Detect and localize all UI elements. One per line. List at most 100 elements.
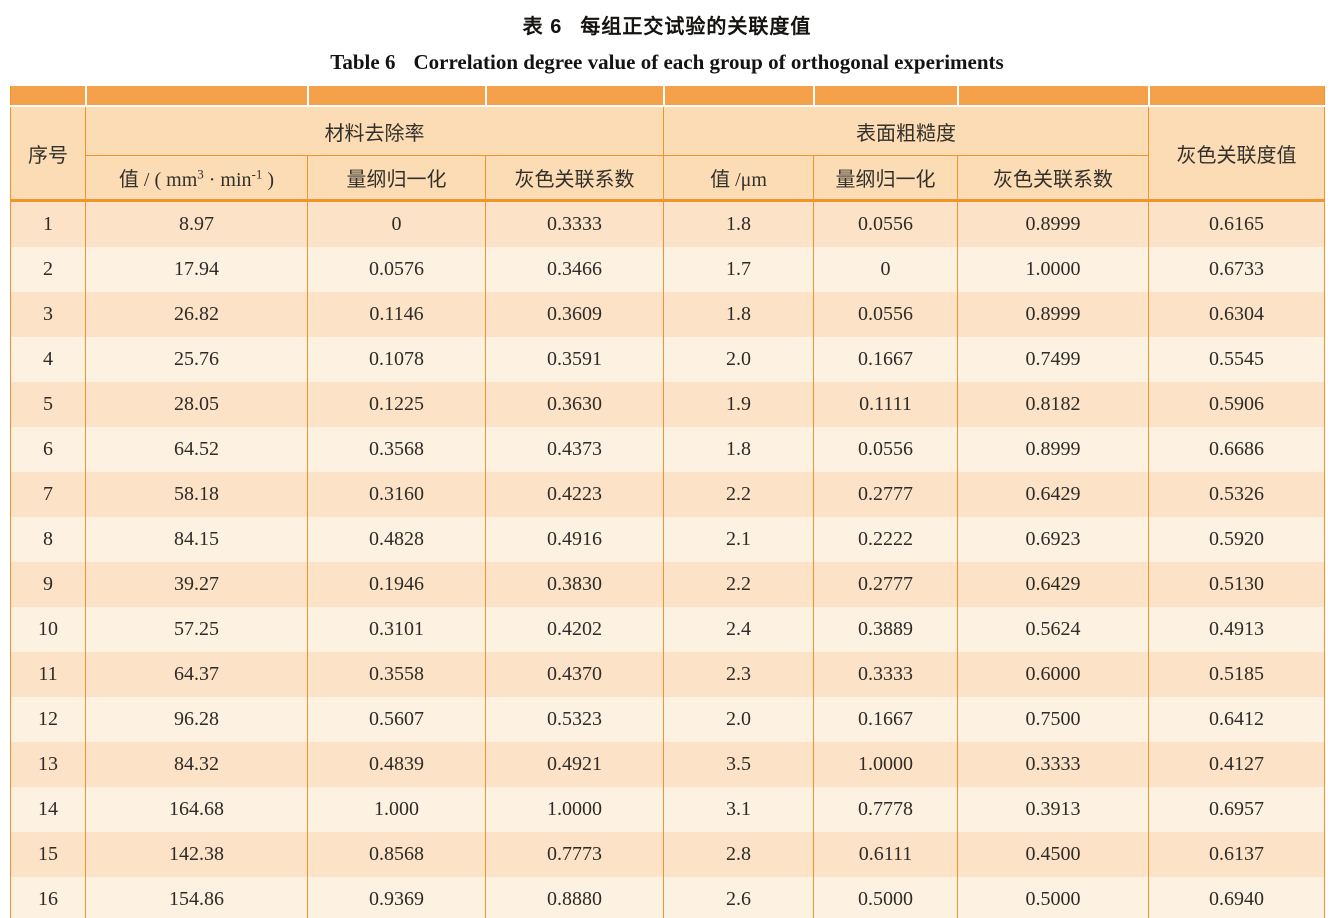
table-cell: 1.000 (307, 787, 486, 832)
table-row: 12 96.28 0.5607 0.5323 2.0 0.1667 0.7500 0.6412 (10, 697, 1325, 742)
table-row: 6 64.52 0.3568 0.4373 1.8 0.0556 0.8999 0.6686 (10, 427, 1325, 472)
table-cell: 3.5 (663, 742, 814, 787)
table-cell: 0.4921 (485, 742, 664, 787)
table-cell: 0.3558 (307, 652, 486, 697)
table-cell: 0.6137 (1148, 832, 1325, 877)
row-index-cell: 13 (10, 742, 86, 787)
table-row: 13 84.32 0.4839 0.4921 3.5 1.0000 0.3333 0.4127 (10, 742, 1325, 787)
table-cell: 2.0 (663, 697, 814, 742)
table-cell: 1.0000 (485, 787, 664, 832)
band-segment (813, 86, 959, 107)
table-cell: 84.15 (85, 517, 308, 562)
table-cell: 0.4500 (957, 832, 1149, 877)
band-segment (485, 86, 665, 107)
table-cell: 0.4127 (1148, 742, 1325, 787)
table-cell: 2.2 (663, 472, 814, 517)
header-row-groups: 序号 材料去除率 表面粗糙度 灰色关联度值 (10, 105, 1325, 202)
table-cell: 0.6429 (957, 562, 1149, 607)
table-title-en-label: Table 6 (330, 50, 396, 74)
row-index-cell: 7 (10, 472, 86, 517)
table-cell: 0.3830 (485, 562, 664, 607)
table-cell: 0.6940 (1148, 877, 1325, 918)
table-cell: 0.6686 (1148, 427, 1325, 472)
table-cell: 0.5185 (1148, 652, 1325, 697)
table-cell: 0.5920 (1148, 517, 1325, 562)
table-cell: 0.8999 (957, 200, 1149, 247)
table-cell: 25.76 (85, 337, 308, 382)
row-index-cell: 15 (10, 832, 86, 877)
table-cell: 0.0556 (813, 200, 958, 247)
table-cell: 0.3466 (485, 247, 664, 292)
table-cell: 1.0000 (813, 742, 958, 787)
table-cell: 0.7773 (485, 832, 664, 877)
table-cell: 142.38 (85, 832, 308, 877)
table-row: 9 39.27 0.1946 0.3830 2.2 0.2777 0.6429 0.5130 (10, 562, 1325, 607)
table-cell: 0 (307, 200, 486, 247)
table-cell: 2.4 (663, 607, 814, 652)
table-cell: 0.6000 (957, 652, 1149, 697)
table-cell: 2.1 (663, 517, 814, 562)
table-cell: 0.3101 (307, 607, 486, 652)
top-accent-band (10, 86, 1325, 107)
table-cell: 0.6429 (957, 472, 1149, 517)
table-cell: 154.86 (85, 877, 308, 918)
header-ra-normalized: 量纲归一化 (813, 155, 958, 202)
table-cell: 1.8 (663, 200, 814, 247)
table-cell: 0.5607 (307, 697, 486, 742)
table-cell: 0.7499 (957, 337, 1149, 382)
band-segment (307, 86, 487, 107)
table-cell: 0.5323 (485, 697, 664, 742)
table-cell: 0.1946 (307, 562, 486, 607)
table-cell: 0.4828 (307, 517, 486, 562)
row-index-cell: 8 (10, 517, 86, 562)
table-cell: 0.6304 (1148, 292, 1325, 337)
table-cell: 64.37 (85, 652, 308, 697)
row-index-cell: 2 (10, 247, 86, 292)
row-index-cell: 6 (10, 427, 86, 472)
row-index-cell: 1 (10, 200, 86, 247)
header-ra-grey-coefficient: 灰色关联系数 (957, 155, 1149, 202)
table-cell: 0.0556 (813, 427, 958, 472)
band-segment (10, 86, 87, 107)
row-index-cell: 5 (10, 382, 86, 427)
row-index-cell: 12 (10, 697, 86, 742)
table-cell: 0.6923 (957, 517, 1149, 562)
table-row: 14 164.68 1.000 1.0000 3.1 0.7778 0.3913 0.6957 (10, 787, 1325, 832)
table-cell: 0.6957 (1148, 787, 1325, 832)
table-cell: 2.0 (663, 337, 814, 382)
table-cell: 0.5000 (957, 877, 1149, 918)
band-segment (85, 86, 309, 107)
row-index-cell: 3 (10, 292, 86, 337)
row-index-cell: 4 (10, 337, 86, 382)
table-row: 10 57.25 0.3101 0.4202 2.4 0.3889 0.5624 0.4913 (10, 607, 1325, 652)
table-cell: 0.6165 (1148, 200, 1325, 247)
table-cell: 17.94 (85, 247, 308, 292)
table-cell: 0.4839 (307, 742, 486, 787)
table-cell: 0.4202 (485, 607, 664, 652)
table-cell: 0.5130 (1148, 562, 1325, 607)
table-cell: 0.4370 (485, 652, 664, 697)
table-cell: 0.3333 (485, 200, 664, 247)
table-title-zh-text: 每组正交试验的关联度值 (580, 16, 812, 38)
table-cell: 0.2777 (813, 472, 958, 517)
table-cell: 64.52 (85, 427, 308, 472)
table-cell: 0.5906 (1148, 382, 1325, 427)
table-row: 5 28.05 0.1225 0.3630 1.9 0.1111 0.8182 0.5906 (10, 382, 1325, 427)
table-cell: 0.6111 (813, 832, 958, 877)
table-cell: 1.9 (663, 382, 814, 427)
table-cell: 0.5545 (1148, 337, 1325, 382)
table-row: 16 154.86 0.9369 0.8880 2.6 0.5000 0.5000 0.694… (10, 877, 1325, 918)
table-cell: 0.1225 (307, 382, 486, 427)
table-cell: 1.0000 (957, 247, 1149, 292)
table-cell: 0.8568 (307, 832, 486, 877)
table-title-zh: 表 6 每组正交试验的关联度值 (10, 10, 1324, 39)
table-cell: 8.97 (85, 200, 308, 247)
table-cell: 0.3333 (957, 742, 1149, 787)
table-cell: 0.7500 (957, 697, 1149, 742)
table-title-en: Table 6 Correlation degree value of each … (10, 50, 1324, 75)
header-serial: 序号 (10, 105, 86, 202)
table-cell: 0.1146 (307, 292, 486, 337)
table-cell: 39.27 (85, 562, 308, 607)
table-title-en-text: Correlation degree value of each group o… (413, 50, 1004, 74)
table-row: 8 84.15 0.4828 0.4916 2.1 0.2222 0.6923 0.5920 (10, 517, 1325, 562)
